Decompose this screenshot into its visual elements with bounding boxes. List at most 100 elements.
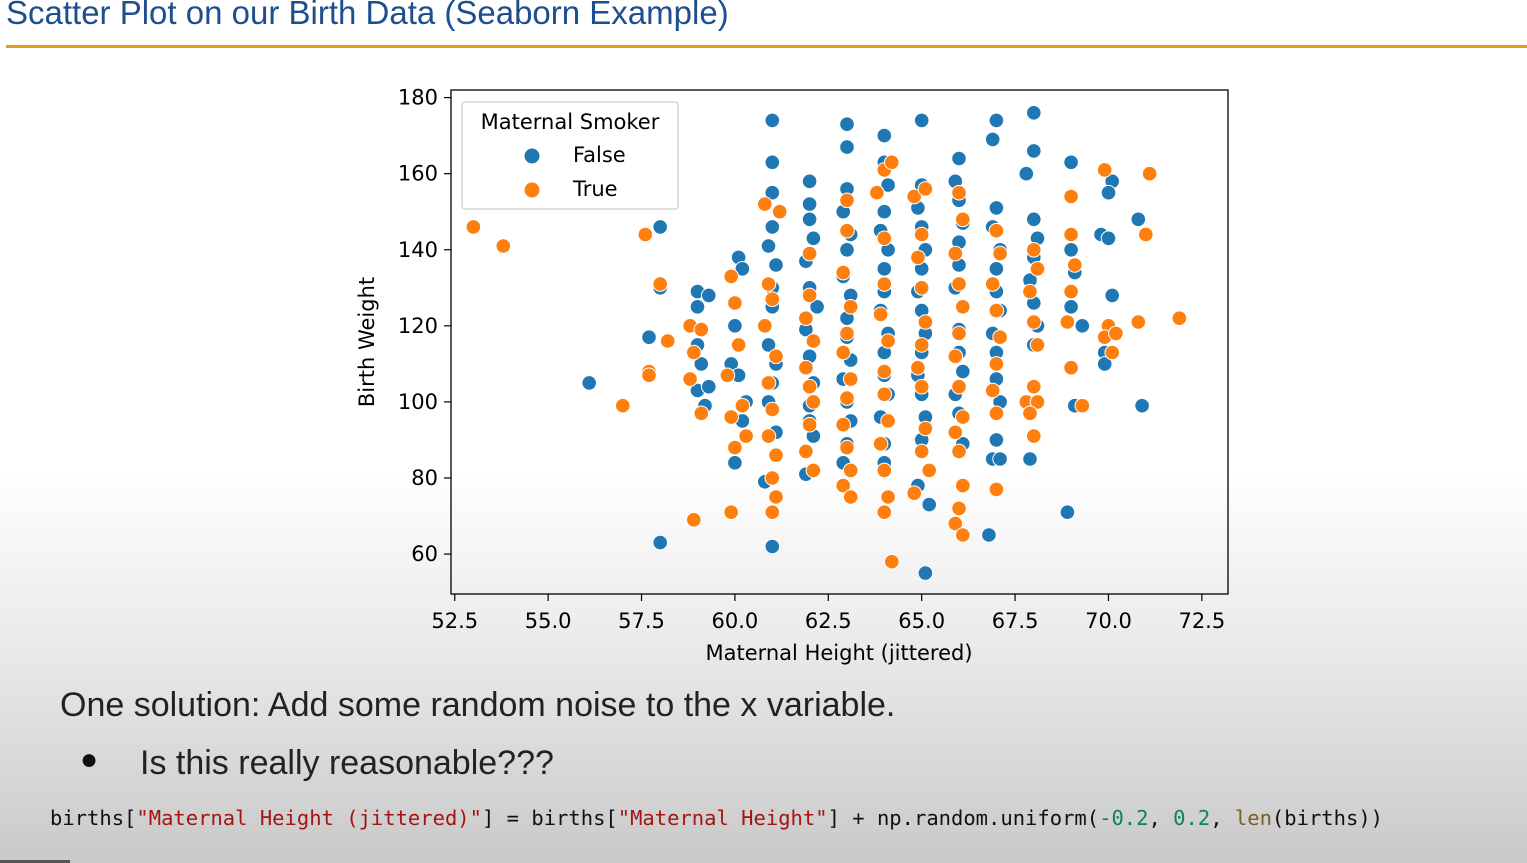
point-true-13 (693, 405, 710, 422)
point-true-30 (764, 401, 781, 418)
point-true-122 (1063, 226, 1079, 243)
point-false-24 (764, 184, 781, 201)
point-true-72 (876, 504, 893, 521)
point-true-26 (764, 291, 781, 308)
point-false-154 (1096, 356, 1113, 372)
point-false-82 (913, 112, 930, 129)
point-true-80 (913, 337, 930, 353)
point-true-102 (988, 222, 1005, 239)
x-axis-label: Maternal Height (jittered) (705, 641, 972, 665)
point-false-2 (641, 329, 657, 346)
point-true-42 (805, 394, 822, 410)
point-false-9 (693, 356, 710, 372)
point-true-120 (1026, 428, 1042, 444)
x-tick-label: 52.5 (431, 609, 478, 633)
point-false-141 (1063, 154, 1079, 171)
point-false-109 (955, 363, 971, 380)
code-snippet: births["Maternal Height (jittered)"] = b… (50, 806, 1383, 830)
point-false-68 (880, 177, 896, 193)
point-false-144 (1063, 299, 1079, 315)
point-true-100 (947, 515, 964, 532)
point-false-12 (701, 378, 717, 395)
point-false-27 (768, 257, 784, 273)
point-true-12 (682, 371, 698, 387)
point-true-110 (988, 481, 1005, 498)
point-true-41 (801, 378, 818, 395)
legend-marker-false (523, 147, 541, 165)
point-true-73 (884, 553, 900, 570)
point-true-25 (760, 276, 777, 292)
point-true-34 (768, 489, 784, 505)
point-true-82 (913, 378, 930, 395)
point-true-58 (842, 489, 859, 505)
point-true-76 (913, 226, 930, 243)
legend-marker-true (523, 181, 541, 199)
code-string: "Maternal Height" (617, 806, 828, 830)
x-tick-label: 57.5 (618, 609, 665, 633)
point-true-67 (876, 386, 893, 403)
point-true-77 (910, 249, 926, 266)
point-true-75 (917, 181, 934, 197)
x-tick-label: 72.5 (1178, 609, 1225, 633)
point-false-16 (727, 318, 743, 334)
point-false-38 (801, 211, 818, 228)
point-false-140 (1022, 451, 1038, 467)
point-true-108 (984, 382, 1001, 399)
point-false-6 (689, 299, 706, 315)
point-true-87 (951, 184, 967, 201)
point-true-111 (1026, 242, 1042, 258)
point-true-16 (730, 337, 747, 353)
point-false-42 (809, 299, 825, 315)
point-false-0 (581, 375, 598, 391)
point-true-14 (723, 268, 740, 285)
point-true-83 (917, 420, 934, 437)
code-plain: births[ (50, 806, 137, 830)
point-true-43 (801, 416, 818, 433)
point-true-92 (951, 325, 967, 342)
x-tick-label: 67.5 (992, 609, 1039, 633)
point-true-79 (917, 314, 934, 330)
code-plain: , (1148, 806, 1174, 830)
point-true-45 (805, 462, 822, 479)
bottom-edge-mark (0, 860, 70, 863)
slide-title: Scatter Plot on our Birth Data (Seaborn … (6, 0, 729, 31)
point-true-114 (1026, 314, 1042, 330)
x-tick-label: 65.0 (898, 609, 945, 633)
point-true-71 (880, 489, 896, 505)
point-true-119 (1022, 405, 1038, 422)
point-true-86 (906, 485, 923, 502)
point-true-95 (955, 409, 971, 425)
scatter-chart: 52.5 55.0 57.5 60.0 62.5 65.0 67.5 70.0 72.5 60 8… (355, 86, 1229, 665)
point-false-3 (652, 219, 669, 235)
point-true-70 (876, 462, 893, 479)
point-true-104 (984, 276, 1001, 292)
point-true-22 (723, 504, 740, 521)
bullet-text-sub: Is this really reasonable??? (140, 744, 554, 782)
point-false-37 (801, 196, 818, 212)
point-false-125 (988, 432, 1005, 448)
legend-box (461, 101, 679, 210)
x-axis-ticks: 52.5 55.0 57.5 60.0 62.5 65.0 67.5 70.0 72.5 (431, 594, 1225, 633)
point-true-85 (921, 462, 938, 479)
point-true-21 (738, 428, 754, 444)
point-true-19 (723, 409, 740, 425)
point-false-97 (921, 496, 938, 513)
point-true-47 (839, 222, 855, 239)
point-true-106 (992, 329, 1008, 346)
point-true-6 (641, 367, 657, 384)
point-false-55 (839, 242, 855, 258)
point-false-128 (981, 527, 997, 543)
point-false-66 (876, 127, 893, 144)
point-false-130 (1026, 143, 1042, 159)
point-true-94 (951, 378, 967, 395)
point-true-54 (835, 416, 852, 433)
legend-label-false: False (573, 143, 626, 167)
point-false-132 (1026, 211, 1042, 228)
point-true-89 (947, 245, 964, 262)
point-false-69 (876, 203, 893, 220)
point-true-31 (760, 428, 777, 444)
point-true-27 (757, 318, 773, 334)
point-true-116 (1026, 378, 1042, 395)
point-true-24 (771, 203, 788, 220)
point-true-112 (1029, 261, 1046, 277)
